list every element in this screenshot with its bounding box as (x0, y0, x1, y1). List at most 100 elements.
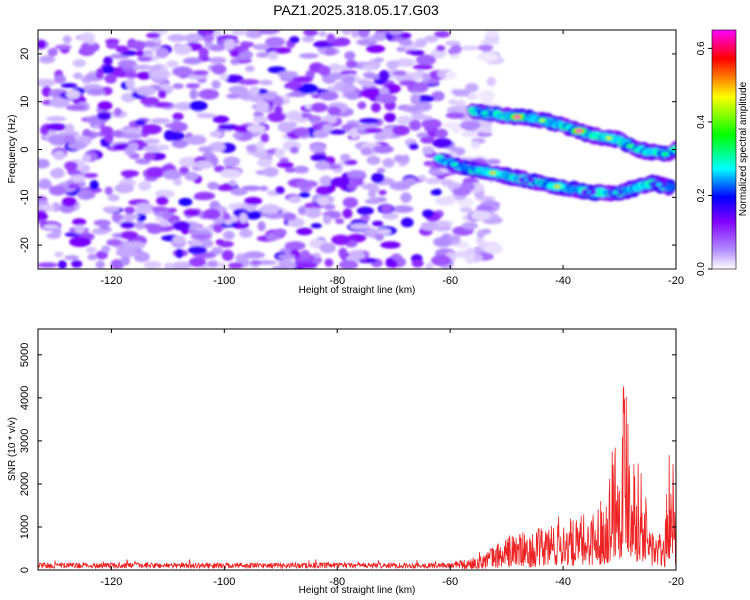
noise-blob (184, 171, 199, 181)
noise-blob (277, 70, 299, 79)
noise-blob (300, 249, 311, 260)
colorbar: 0.0 0.2 0.4 0.6 Normalized spectral amplitu… (696, 29, 749, 276)
spectrogram-x-tick-label: -20 (668, 275, 684, 287)
noise-blob (480, 123, 493, 134)
noise-blob (465, 82, 479, 93)
noise-blob (213, 165, 225, 173)
noise-blob (356, 206, 374, 216)
noise-blob (134, 207, 154, 215)
noise-blob (415, 38, 427, 48)
noise-blob (371, 172, 385, 184)
noise-blob (42, 224, 60, 230)
noise-blob (111, 212, 122, 223)
noise-blob (297, 206, 307, 216)
noise-blob (38, 55, 56, 64)
noise-blob (198, 47, 209, 58)
noise-blob (342, 197, 359, 208)
noise-blob (207, 181, 219, 190)
noise-blob (169, 121, 188, 132)
noise-blob (152, 37, 162, 44)
noise-blob (216, 184, 235, 192)
noise-blob (345, 59, 358, 69)
noise-blob (246, 124, 266, 133)
noise-blob (189, 100, 208, 111)
noise-blob (224, 219, 233, 225)
noise-blob (260, 203, 280, 214)
signal-hotspot-peak (490, 171, 495, 175)
noise-blob (124, 241, 146, 249)
noise-blob (322, 215, 332, 225)
noise-blob (292, 76, 313, 83)
noise-blob (97, 101, 113, 111)
noise-blob (326, 33, 336, 44)
noise-blob (267, 66, 286, 74)
spectrogram-y-tick-label: -20 (19, 237, 31, 253)
noise-blob (485, 30, 499, 39)
noise-blob (121, 213, 140, 220)
noise-blob (408, 119, 422, 131)
spectrogram-x-tick-label: -120 (100, 275, 122, 287)
noise-blob (318, 91, 339, 101)
signal-hotspot-peak (628, 144, 633, 148)
spectrogram-x-ticks: -120 -100 -80 -60 -40 -20 (100, 30, 684, 287)
noise-blob (310, 223, 323, 229)
noise-blob (264, 212, 285, 220)
noise-blob (415, 54, 436, 66)
noise-blob (208, 44, 226, 52)
noise-blob (225, 93, 241, 99)
noise-blob (173, 101, 195, 111)
signal-hotspot-peak (586, 190, 592, 194)
noise-blob (141, 124, 162, 135)
noise-blob (319, 242, 336, 254)
noise-blob (349, 223, 371, 230)
noise-blob (311, 252, 321, 258)
noise-blob (296, 262, 318, 269)
noise-blob (392, 125, 410, 136)
noise-blob (194, 160, 213, 170)
noise-blob (372, 145, 394, 154)
noise-blob (223, 39, 236, 50)
noise-blob (450, 44, 462, 55)
spectrogram-x-tick-label: -100 (213, 275, 235, 287)
noise-blob (63, 134, 76, 143)
noise-blob (284, 241, 306, 251)
noise-blob (378, 189, 387, 196)
noise-blob (258, 185, 269, 192)
noise-blob (86, 88, 106, 96)
noise-blob (317, 197, 329, 206)
noise-blob (317, 65, 331, 76)
snr-y-tick-label: 5000 (19, 343, 31, 367)
noise-blob (120, 221, 136, 229)
signal-hotspot-peak (555, 185, 560, 188)
noise-blob (260, 133, 270, 143)
noise-blob (329, 72, 343, 81)
noise-blob (358, 117, 380, 124)
noise-blob (361, 87, 383, 99)
snr-panel: -120 -100 -80 -60 -40 -20 0 1000 2000 3000 4000 50… (7, 328, 684, 596)
noise-blob (452, 187, 471, 196)
noise-blob (408, 143, 419, 150)
noise-blob (198, 30, 215, 37)
signal-hotspot-peak (613, 191, 618, 194)
noise-blob (217, 123, 239, 131)
noise-blob (38, 204, 56, 212)
snr-y-tick-label: 3000 (19, 429, 31, 453)
noise-blob (60, 83, 78, 89)
spectrogram-y-tick-label: 10 (19, 96, 31, 108)
noise-blob (434, 196, 455, 206)
snr-y-tick-label: 2000 (19, 472, 31, 496)
noise-blob (314, 160, 331, 171)
noise-blob (52, 228, 62, 236)
noise-blob (265, 36, 286, 47)
noise-blob (388, 30, 404, 36)
noise-blob (47, 48, 58, 57)
noise-blob (166, 60, 179, 68)
noise-blob (471, 141, 481, 150)
noise-blob (230, 187, 248, 196)
signal-hotspot-peak (540, 119, 545, 122)
noise-blob (365, 44, 386, 54)
noise-blob (311, 102, 328, 113)
noise-blob (309, 143, 326, 153)
noise-blob (484, 244, 504, 254)
